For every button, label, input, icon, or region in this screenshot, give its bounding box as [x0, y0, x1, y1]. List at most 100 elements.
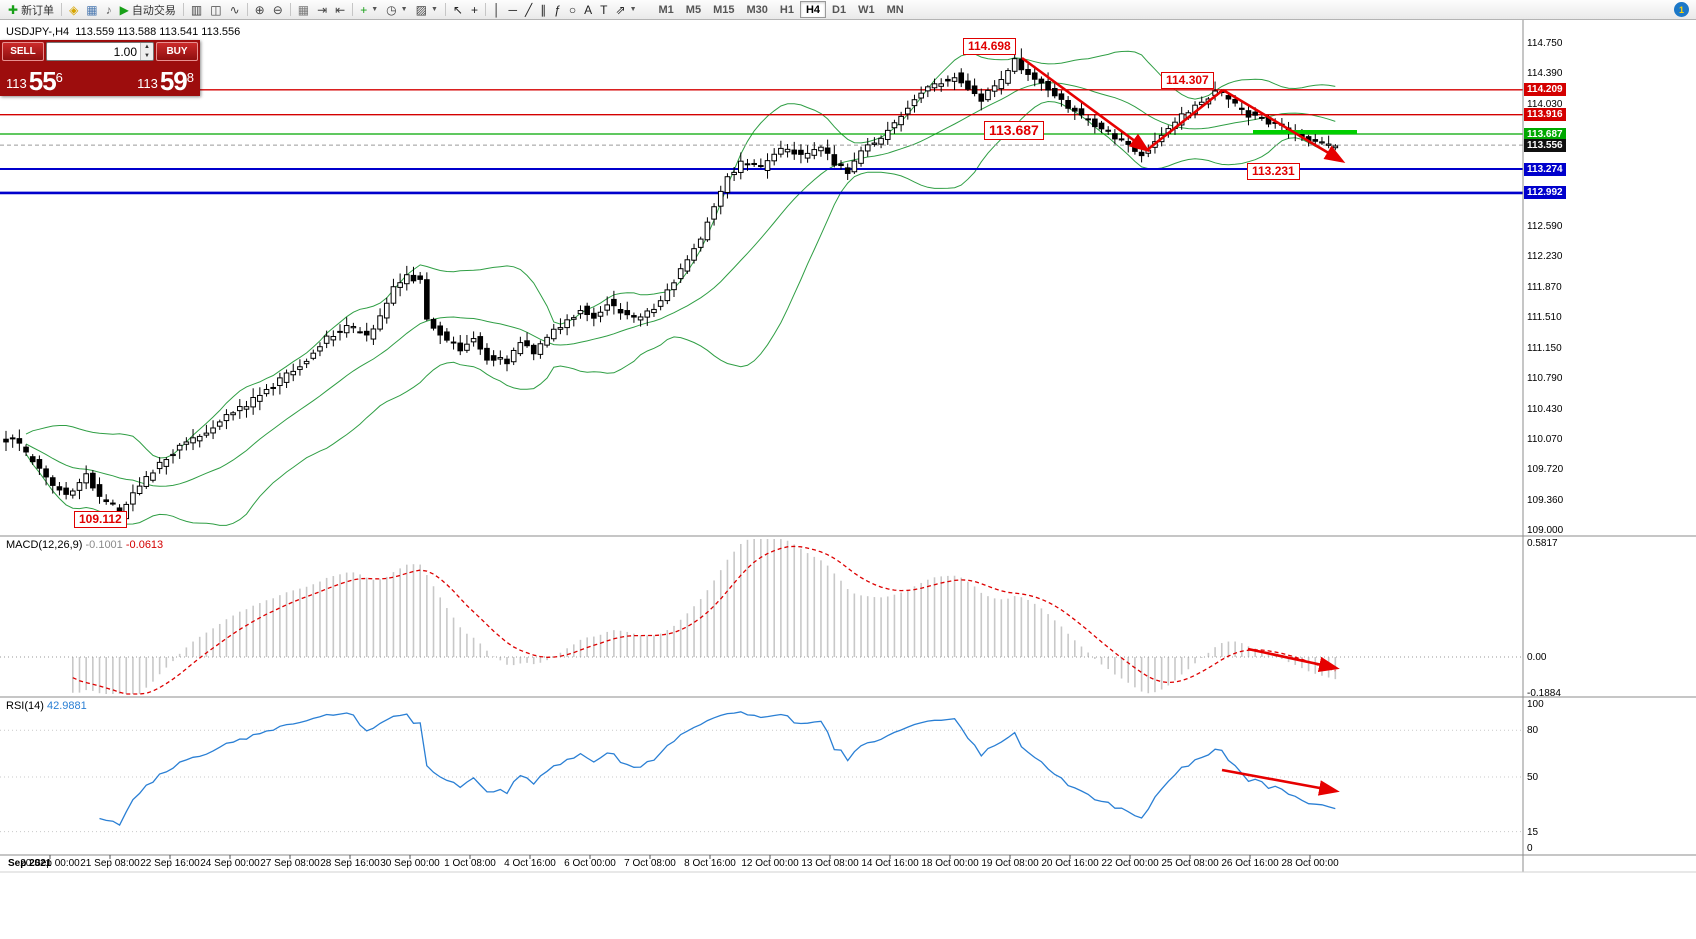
macd-indicator-label: MACD(12,26,9) -0.1001 -0.0613	[6, 539, 163, 551]
crosshair-icon[interactable]: +	[467, 1, 482, 18]
zoom-in-icon: ⊕	[254, 2, 265, 17]
price-annotation-113.231[interactable]: 113.231	[1247, 163, 1300, 180]
toolbar-separator	[289, 3, 291, 16]
time-axis-label: 22 Sep 16:00	[140, 858, 200, 869]
timeframe-m1-button[interactable]: M1	[653, 1, 680, 18]
volume-increase-button[interactable]: ▲	[141, 43, 153, 52]
time-axis-label: 13 Oct 08:00	[801, 858, 859, 869]
chevron-down-icon: ▼	[430, 6, 438, 13]
sounds-icon: ♪	[105, 2, 112, 17]
trendline-icon: ╱	[524, 2, 533, 17]
cursor-icon: ↖	[452, 2, 463, 17]
community-notifications-icon[interactable]: 1	[1674, 2, 1689, 17]
line-chart-type-icon[interactable]: ∿	[226, 1, 244, 18]
timeframe-m15-button[interactable]: M15	[707, 1, 740, 18]
macd-scale-tick: -0.1884	[1527, 688, 1561, 699]
sell-button[interactable]: SELL	[2, 42, 44, 61]
chevron-down-icon: ▼	[400, 6, 408, 13]
autotrade-button[interactable]: ▶ 自动交易	[116, 1, 180, 18]
price-tick: 114.390	[1527, 68, 1563, 80]
macd-main-value: -0.1001	[85, 539, 123, 551]
volume-input[interactable]	[47, 43, 140, 60]
timeframe-mn-button[interactable]: MN	[881, 1, 910, 18]
price-annotation-114.307[interactable]: 114.307	[1161, 72, 1214, 89]
bid-price-main: 113	[6, 76, 27, 91]
label-icon: T	[600, 2, 608, 17]
new-order-button[interactable]: ✚ 新订单	[4, 1, 58, 18]
trendline-icon[interactable]: ╱	[521, 1, 536, 18]
volume-decrease-button[interactable]: ▼	[141, 52, 153, 60]
new-order-button-label: 新订单	[21, 4, 55, 17]
price-tick: 109.000	[1527, 525, 1564, 537]
rsi-name: RSI(14)	[6, 700, 44, 712]
shapes-icon: ○	[568, 2, 577, 17]
price-tag-114.209: 114.209	[1524, 83, 1566, 97]
bar-chart-type-icon[interactable]: ▥	[187, 1, 206, 18]
chevron-down-icon: ▼	[629, 6, 637, 13]
time-axis-label: 20 Sep 00:00	[20, 858, 80, 869]
layouts-icon[interactable]: ▦	[82, 1, 101, 18]
price-tick: 109.360	[1527, 494, 1564, 506]
compass-icon[interactable]: ◈	[65, 1, 82, 18]
periods-button[interactable]: ◷ ▼	[382, 1, 411, 18]
chart-ohlc-values: 113.559 113.588 113.541 113.556	[75, 26, 241, 38]
timeframe-d1-button[interactable]: D1	[826, 1, 852, 18]
compass-icon: ◈	[69, 2, 79, 17]
zoom-out-icon: ⊖	[272, 2, 283, 17]
timeframe-m5-button[interactable]: M5	[680, 1, 707, 18]
volume-control[interactable]: ▲ ▼	[46, 42, 154, 61]
channel-icon[interactable]: ∥	[536, 1, 550, 18]
bid-price-big: 55	[28, 66, 57, 96]
trend-arrows[interactable]	[1021, 56, 1357, 796]
zoom-in-icon[interactable]: ⊕	[251, 1, 269, 18]
candlestick-chart-type-icon: ◫	[210, 2, 222, 17]
price-tick: 112.590	[1527, 220, 1563, 232]
macd-scale-tick: 0.00	[1527, 652, 1547, 663]
buy-button[interactable]: BUY	[156, 42, 198, 61]
indicators-button: +	[360, 2, 368, 17]
macd-signal-line	[0, 545, 1523, 695]
horizontal-line-icon[interactable]: ─	[504, 1, 521, 18]
time-axis-label: 1 Oct 08:00	[444, 858, 496, 869]
templates-button[interactable]: ▨ ▼	[412, 1, 442, 18]
zoom-out-icon[interactable]: ⊖	[269, 1, 287, 18]
macd-signal-value: -0.0613	[125, 539, 164, 551]
rsi-scale-tick: 100	[1527, 699, 1544, 710]
macd-name: MACD(12,26,9)	[6, 539, 83, 551]
chart-shift-icon[interactable]: ⇤	[331, 1, 349, 18]
price-tick: 110.430	[1527, 403, 1563, 415]
rsi-line	[0, 711, 1523, 833]
vertical-line-icon[interactable]: │	[489, 1, 505, 18]
timeframe-w1-button[interactable]: W1	[852, 1, 881, 18]
auto-scroll-icon: ⇥	[317, 2, 328, 17]
price-tick: 111.510	[1527, 312, 1562, 324]
price-annotation-113.687[interactable]: 113.687	[984, 121, 1044, 140]
candlestick-chart-type-icon[interactable]: ◫	[206, 1, 225, 18]
timeframe-h4-button[interactable]: H4	[799, 1, 826, 18]
timeframe-m30-button[interactable]: M30	[740, 1, 773, 18]
arrows-icon[interactable]: ⇗ ▼	[612, 1, 641, 18]
price-tag-113.556: 113.556	[1524, 138, 1566, 152]
price-tag-113.274: 113.274	[1524, 162, 1566, 176]
panel-separators	[0, 20, 1696, 873]
bollinger-bands	[25, 50, 1336, 526]
auto-scroll-icon[interactable]: ⇥	[313, 1, 331, 18]
text-icon[interactable]: A	[580, 1, 596, 18]
fibonacci-icon[interactable]: ƒ	[550, 1, 565, 18]
vertical-line-icon: │	[492, 2, 501, 17]
indicators-button[interactable]: + ▼	[356, 1, 382, 18]
shapes-icon[interactable]: ○	[565, 1, 580, 18]
tile-windows-icon[interactable]: ▦	[294, 1, 313, 18]
cursor-icon[interactable]: ↖	[449, 1, 467, 18]
time-axis-label: 26 Oct 16:00	[1221, 858, 1279, 869]
autotrade-button-label: 自动交易	[131, 4, 176, 17]
time-axis-label: 7 Oct 08:00	[624, 858, 676, 869]
price-annotation-109.112[interactable]: 109.112	[74, 511, 127, 528]
sounds-icon[interactable]: ♪	[102, 1, 116, 18]
label-icon[interactable]: T	[596, 1, 611, 18]
timeframe-h1-button[interactable]: H1	[774, 1, 800, 18]
line-chart-type-icon: ∿	[229, 2, 240, 17]
price-annotation-114.698[interactable]: 114.698	[963, 38, 1016, 55]
